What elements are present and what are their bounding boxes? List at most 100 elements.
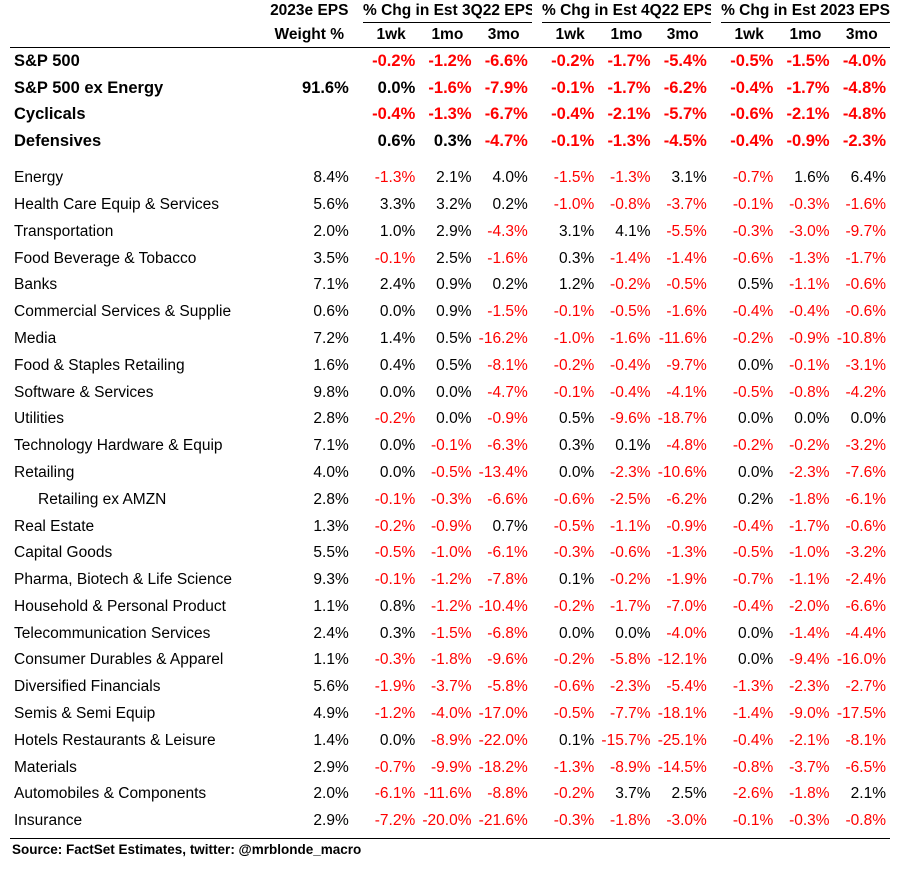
row-value: -1.7% <box>789 517 830 535</box>
row-value: -0.4% <box>732 597 774 615</box>
row-weight <box>266 101 353 128</box>
row-value: -0.5% <box>553 705 595 723</box>
sector-row: Retailing ex AMZN 2.8% -0.1% -0.3% -6.6% -0.6… <box>10 486 890 513</box>
row-value: -1.6% <box>487 249 528 267</box>
spacer <box>711 128 721 155</box>
row-value: -0.5% <box>553 517 595 535</box>
spacer <box>353 647 363 674</box>
row-value: -0.2% <box>553 785 595 803</box>
row-value: -0.5% <box>610 303 651 321</box>
row-value: -0.1% <box>551 131 595 150</box>
sector-row: Health Care Equip & Services 5.6% 3.3% 3.2%… <box>10 192 890 219</box>
spacer <box>532 594 542 621</box>
row-value: -1.9% <box>374 678 416 696</box>
spacer <box>532 272 542 299</box>
row-value: -8.8% <box>487 785 528 803</box>
row-weight: 1.4% <box>313 731 349 749</box>
spacer <box>532 48 542 75</box>
row-name: Retailing <box>14 463 75 481</box>
row-value: 2.9% <box>436 222 472 240</box>
row-value: -2.3% <box>610 678 651 696</box>
row-weight: 2.4% <box>313 624 349 642</box>
row-value: -8.1% <box>845 731 887 749</box>
row-name: Technology Hardware & Equip <box>14 437 223 455</box>
row-value: 3.7% <box>615 785 651 803</box>
row-value: -0.7% <box>374 758 416 776</box>
row-weight: 2.9% <box>313 812 349 830</box>
row-value: -0.7% <box>732 571 774 589</box>
row-value: -2.7% <box>845 678 887 696</box>
row-name: S&P 500 ex Energy <box>14 78 164 97</box>
spacer <box>532 326 542 353</box>
row-value: 0.9% <box>436 276 472 294</box>
row-weight: 7.2% <box>313 329 349 347</box>
spacer <box>711 218 721 245</box>
row-value: 3.2% <box>436 195 472 213</box>
gap-cell <box>10 155 890 165</box>
sector-row: Real Estate 1.3% -0.2% -0.9% 0.7% -0.5% -1.1% -… <box>10 513 890 540</box>
row-value: -1.0% <box>431 544 472 562</box>
row-value: 0.0% <box>436 383 472 401</box>
row-value: -7.8% <box>487 571 528 589</box>
row-value: -0.1% <box>374 249 416 267</box>
row-value: -0.1% <box>551 78 595 97</box>
row-value: 0.4% <box>379 356 416 374</box>
row-value: -6.7% <box>484 105 528 124</box>
spacer <box>711 165 721 192</box>
row-name: Commercial Services & Supplie <box>14 303 232 321</box>
sector-row: Capital Goods 5.5% -0.5% -1.0% -6.1% -0.3% -0.… <box>10 540 890 567</box>
spacer <box>711 567 721 594</box>
row-value: -9.9% <box>431 758 472 776</box>
row-weight: 1.3% <box>313 517 349 535</box>
row-value: 0.0% <box>615 624 651 642</box>
row-value: -1.0% <box>553 329 595 347</box>
row-value: -2.4% <box>845 571 887 589</box>
period-header: 3mo <box>475 22 532 48</box>
row-value: 0.0% <box>377 78 416 97</box>
spacer <box>532 165 542 192</box>
spacer <box>711 540 721 567</box>
row-value: -5.4% <box>666 678 707 696</box>
row-value: -0.1% <box>374 490 416 508</box>
sector-row: Retailing 4.0% 0.0% -0.5% -13.4% 0.0% -2.3% -10… <box>10 460 890 487</box>
period-header: 1mo <box>419 22 476 48</box>
row-value: -0.1% <box>789 356 830 374</box>
spacer <box>711 460 721 487</box>
row-value: 0.0% <box>379 463 416 481</box>
row-value: -7.0% <box>666 597 707 615</box>
row-value: -1.9% <box>666 571 707 589</box>
row-value: -1.2% <box>374 705 416 723</box>
weight-header-bottom: Weight % <box>265 22 353 48</box>
row-value: -0.6% <box>553 678 595 696</box>
row-name: Retailing ex AMZN <box>38 490 167 508</box>
row-value: 0.0% <box>737 651 774 669</box>
row-value: -0.5% <box>374 544 416 562</box>
row-value: -6.6% <box>487 490 528 508</box>
row-value: -1.4% <box>666 249 707 267</box>
row-value: -0.9% <box>789 329 830 347</box>
row-value: -0.4% <box>732 731 774 749</box>
spacer <box>711 513 721 540</box>
row-value: -21.6% <box>478 812 528 830</box>
row-value: -1.4% <box>732 705 774 723</box>
spacer <box>532 513 542 540</box>
spacer <box>532 486 542 513</box>
spacer <box>532 781 542 808</box>
row-value: 0.5% <box>558 410 595 428</box>
row-value: -11.6% <box>423 785 472 803</box>
spacer <box>353 406 363 433</box>
row-weight: 2.0% <box>313 785 349 803</box>
row-value: -1.7% <box>786 78 830 97</box>
row-value: -4.4% <box>845 624 887 642</box>
row-value: 4.1% <box>615 222 651 240</box>
spacer <box>711 647 721 674</box>
summary-row: Defensives 0.6% 0.3% -4.7% -0.1% -1.3% -4.5% -0… <box>10 128 890 155</box>
period-header: 3mo <box>654 22 711 48</box>
row-name: Materials <box>14 758 77 776</box>
spacer <box>532 620 542 647</box>
row-value: -1.3% <box>666 544 707 562</box>
row-value: -22.0% <box>478 731 528 749</box>
period-header: 1mo <box>777 22 834 48</box>
spacer <box>532 727 542 754</box>
row-weight: 9.3% <box>313 571 349 589</box>
